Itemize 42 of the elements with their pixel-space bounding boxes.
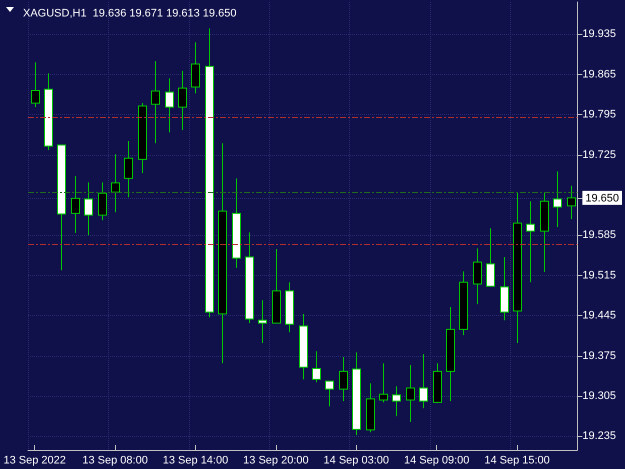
x-tick-label: 14 Sep 09:00 [404, 454, 470, 466]
candlestick [406, 364, 415, 422]
x-tick-label: 13 Sep 08:00 [82, 454, 148, 466]
y-tick-label: 19.935 [582, 28, 616, 40]
candlestick [258, 300, 267, 344]
y-tick-label: 19.865 [582, 68, 616, 80]
candlestick [339, 356, 348, 402]
candlestick [151, 60, 160, 144]
y-tick-label: 19.585 [582, 229, 616, 242]
candlestick [31, 62, 40, 108]
candlestick [473, 248, 482, 305]
y-tick-label: 19.235 [582, 430, 616, 442]
candlestick [191, 42, 200, 94]
x-tick-label: 13 Sep 20:00 [243, 454, 309, 466]
candlestick [71, 176, 80, 234]
x-tick-label: 14 Sep 03:00 [324, 454, 389, 466]
y-tick-label: 19.305 [582, 390, 616, 402]
y-tick-label: 19.795 [582, 108, 616, 121]
candlestick [486, 228, 495, 287]
y-tick-label: 19.375 [582, 350, 616, 362]
y-tick-label: 19.650 [585, 192, 620, 204]
x-tick-label: 14 Sep 15:00 [484, 454, 550, 466]
candlestick [124, 140, 133, 198]
candlestick [567, 185, 576, 220]
y-tick-label: 19.725 [582, 148, 616, 161]
candlestick [84, 182, 93, 236]
x-tick-label: 13 Sep 14:00 [162, 454, 228, 466]
candlestick [553, 170, 562, 228]
y-tick-label: 19.515 [582, 269, 616, 282]
text: XAGUSD,H1 19.636 19.671 19.613 19.650 [23, 8, 236, 20]
candlestick [312, 350, 321, 383]
candlestick [526, 200, 535, 283]
candlestick [178, 70, 187, 131]
candlestick [379, 362, 388, 403]
candlestick [111, 154, 120, 213]
candlestick [392, 386, 401, 417]
y-tick-label: 19.445 [582, 310, 616, 322]
candlestick [98, 182, 107, 221]
candlestick [419, 354, 428, 409]
candlestick [165, 78, 174, 133]
x-tick-label: 13 Sep 2022 [4, 454, 66, 466]
candlestick [325, 380, 334, 407]
